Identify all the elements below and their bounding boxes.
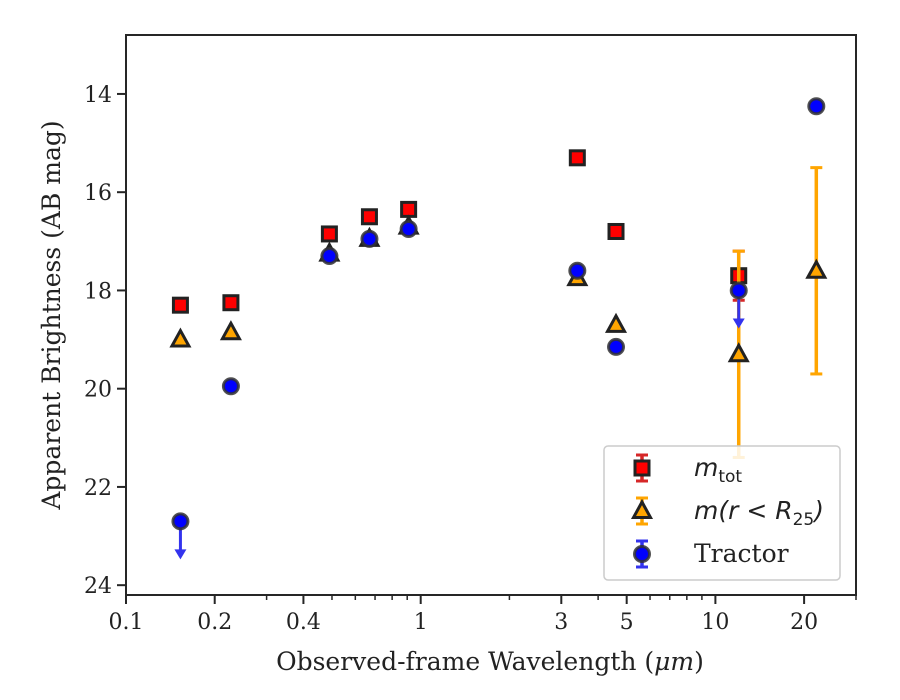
legend-handle-marker-2: [633, 545, 651, 563]
y-tick-label-4: 22: [84, 476, 112, 501]
tractor-point-8: [807, 97, 826, 116]
mtot-point-5: [568, 149, 586, 167]
mtot-point-6: [607, 222, 625, 240]
y-axis-label: Apparent Brightness (AB mag): [37, 120, 66, 510]
mtot-point-1: [222, 294, 240, 312]
legend-entry-mtot: mtot: [633, 453, 742, 487]
mr25-point-8: [805, 258, 828, 279]
axes-frame: [125, 34, 857, 596]
x-tick-label-5: 5: [620, 610, 634, 635]
mtot-point-4: [400, 200, 418, 218]
legend-handle-marker-1: [630, 498, 654, 519]
series-mtot: [171, 149, 748, 314]
y-tick-label-0: 14: [84, 83, 112, 108]
x-tick-label-3: 1: [414, 610, 428, 635]
mr25-point-6: [604, 312, 628, 333]
x-tick-label-1: 0.2: [197, 610, 232, 635]
legend-label-2: Tractor: [694, 539, 789, 568]
legend-entry-tractor: Tractor: [633, 539, 789, 569]
legend-entry-mr25: m(r < R25): [630, 496, 824, 530]
mtot-point-3: [360, 208, 378, 226]
tractor-point-1: [221, 377, 240, 396]
series-mr25: [169, 166, 828, 459]
x-tick-label-7: 20: [790, 610, 818, 635]
mtot-point-0: [171, 296, 189, 314]
mr25-point-7: [727, 342, 750, 363]
y-tick-label-2: 18: [84, 279, 112, 304]
x-tick-label-6: 10: [701, 610, 729, 635]
legend-box: [603, 445, 841, 581]
tractor-point-7: [729, 281, 748, 300]
x-tick-label-4: 3: [554, 610, 568, 635]
mr25-point-0: [169, 327, 192, 348]
plot-area: [169, 97, 828, 560]
x-axis-label: Observed-frame Wavelength (μm): [276, 647, 704, 676]
tractor-point-2: [320, 247, 339, 266]
tractor-point-4: [399, 220, 418, 239]
mtot-point-2: [320, 225, 338, 243]
tractor-point-0: [171, 512, 190, 531]
axes: 0.1 0.2 0.4 1 3 5 10 20 14 16 18 20 22 24: [84, 34, 857, 635]
y-tick-label-3: 20: [84, 378, 112, 403]
mr25-point-1: [219, 320, 242, 341]
tractor-point-6: [607, 337, 626, 356]
series-tractor: [171, 97, 826, 560]
legend-handle-marker-0: [633, 459, 651, 477]
tractor-point-5: [568, 261, 587, 280]
y-tick-label-1: 16: [84, 181, 112, 206]
x-tick-label-2: 0.4: [286, 610, 321, 635]
y-tick-label-5: 24: [84, 574, 112, 599]
legend-label-1: m(r < R25): [694, 496, 824, 530]
legend-label-0: mtot: [694, 453, 742, 487]
legend: mtot m(r < R25) Tractor: [603, 445, 841, 581]
tractor-point-3: [360, 229, 379, 248]
x-tick-label-0: 0.1: [109, 610, 144, 635]
